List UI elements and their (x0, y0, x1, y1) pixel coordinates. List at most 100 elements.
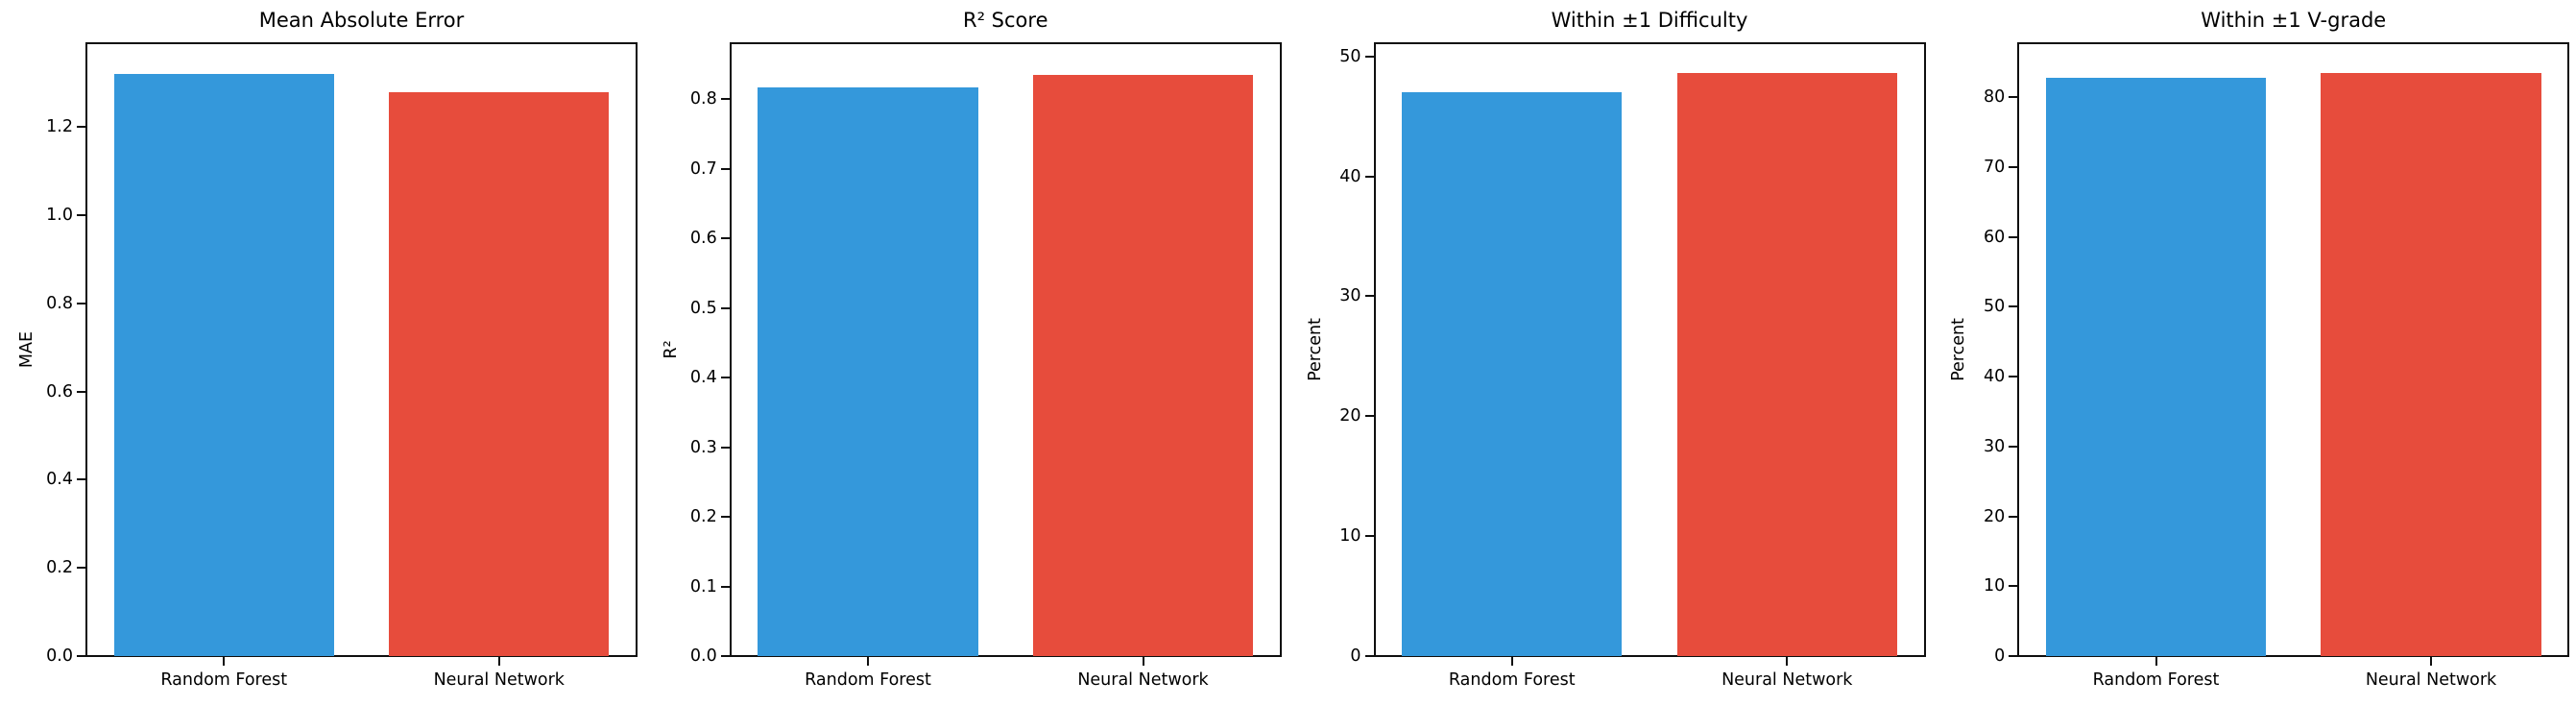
x-tick-mark (1510, 657, 1513, 666)
y-tick-mark (720, 306, 730, 309)
y-tick-mark (720, 516, 730, 518)
x-tick-label: Neural Network (2365, 670, 2497, 690)
y-tick-mark (2009, 96, 2018, 99)
y-tick-label: 1.0 (46, 206, 73, 225)
axes-spine-bottom (85, 655, 638, 657)
y-tick-label: 0.8 (46, 293, 73, 313)
y-tick-label: 50 (1983, 297, 2006, 317)
x-tick-mark (2155, 657, 2157, 666)
axes-spine-right (1279, 42, 1282, 657)
x-tick-mark (2430, 657, 2432, 666)
y-tick-mark (1364, 55, 1374, 58)
y-tick-mark (2009, 655, 2018, 657)
y-tick-label: 10 (1983, 576, 2006, 596)
x-tick-label: Neural Network (1077, 670, 1209, 690)
y-tick-label: 0.3 (689, 437, 717, 457)
y-tick-mark (77, 126, 85, 129)
bar-random-forest (2045, 77, 2267, 656)
y-tick-mark (720, 585, 730, 588)
bar-random-forest (758, 87, 978, 656)
subplot-title: Within ±1 Difficulty (1551, 9, 1748, 32)
x-tick-label: Random Forest (2092, 670, 2220, 690)
y-tick-mark (77, 390, 85, 393)
y-tick-label: 60 (1983, 227, 2006, 247)
y-tick-label: 80 (1983, 87, 2006, 108)
y-tick-mark (1364, 175, 1374, 178)
y-tick-mark (1364, 295, 1374, 298)
x-tick-label: Random Forest (805, 670, 931, 690)
bar-random-forest (1402, 92, 1623, 656)
y-tick-label: 0.2 (46, 558, 73, 578)
x-tick-label: Random Forest (1448, 670, 1576, 690)
y-tick-label: 30 (1983, 436, 2006, 456)
y-tick-mark (2009, 305, 2018, 308)
axes-spine-left (1373, 42, 1376, 657)
bar-neural-network (389, 91, 610, 656)
y-tick-label: 0.0 (689, 646, 717, 666)
x-tick-mark (497, 657, 500, 666)
bar-random-forest (113, 74, 334, 656)
axes-spine-left (85, 42, 87, 657)
y-tick-label: 20 (1339, 406, 1361, 426)
axes-spine-right (2567, 42, 2570, 657)
x-tick-mark (867, 657, 869, 666)
y-tick-label: 0.6 (689, 229, 717, 248)
y-tick-label: 40 (1983, 367, 2006, 386)
y-tick-label: 0.1 (689, 576, 717, 596)
axes-spine-top (1373, 42, 1926, 44)
y-tick-mark (77, 655, 85, 657)
axes-spine-top (729, 42, 1282, 44)
y-tick-label: 30 (1339, 286, 1361, 306)
axes-spine-bottom (2017, 655, 2570, 657)
y-tick-mark (77, 478, 85, 481)
y-tick-label: 0.2 (689, 507, 717, 526)
x-tick-mark (1142, 657, 1144, 666)
y-tick-mark (2009, 235, 2018, 238)
y-axis-label: MAE (17, 330, 36, 369)
y-tick-mark (720, 237, 730, 239)
x-tick-mark (1786, 657, 1789, 666)
subplot-title: R² Score (962, 9, 1048, 32)
y-tick-label: 0 (1994, 646, 2006, 666)
axes-spine-top (85, 42, 638, 44)
x-tick-mark (223, 657, 226, 666)
y-tick-mark (1364, 415, 1374, 418)
y-tick-mark (720, 655, 730, 657)
y-tick-mark (720, 167, 730, 170)
axes-spine-right (1923, 42, 1926, 657)
y-tick-mark (720, 446, 730, 449)
y-tick-mark (720, 98, 730, 100)
y-tick-label: 10 (1339, 526, 1361, 547)
axes-subplot-3: Within ±1 Difficulty Percent 0 10 20 30 40 50 Ra… (1306, 9, 1926, 690)
y-tick-label: 0.4 (689, 368, 717, 387)
y-tick-label: 0.6 (46, 381, 73, 402)
y-tick-mark (77, 567, 85, 570)
axes-subplot-2: R² Score R² 0.0 0.1 0.2 0.3 0.4 0.5 0.6 0.7 0.8 Ran… (662, 9, 1282, 690)
y-tick-mark (2009, 376, 2018, 377)
axes-spine-top (2017, 42, 2570, 44)
y-tick-mark (77, 302, 85, 304)
y-tick-mark (2009, 585, 2018, 588)
axes-spine-right (636, 42, 638, 657)
y-tick-label: 0.4 (46, 470, 73, 490)
bar-neural-network (1676, 73, 1897, 656)
y-tick-mark (1364, 655, 1374, 657)
y-tick-label: 1.2 (46, 117, 73, 137)
bar-neural-network (2321, 72, 2541, 656)
y-tick-label: 0.8 (689, 89, 717, 109)
x-tick-label: Neural Network (433, 670, 565, 690)
y-tick-label: 40 (1339, 166, 1361, 186)
y-tick-mark (1364, 535, 1374, 538)
x-tick-label: Neural Network (1721, 670, 1853, 690)
subplot-title: Within ±1 V-grade (2201, 9, 2387, 32)
y-tick-label: 0.0 (46, 646, 73, 666)
subplot-title: Mean Absolute Error (258, 9, 465, 32)
y-tick-mark (2009, 445, 2018, 448)
axes-spine-left (729, 42, 732, 657)
y-axis-label: Percent (1305, 318, 1325, 381)
y-tick-label: 0 (1350, 646, 1361, 666)
y-tick-label: 70 (1983, 157, 2006, 177)
y-tick-label: 20 (1983, 506, 2006, 526)
y-tick-mark (2009, 515, 2018, 518)
